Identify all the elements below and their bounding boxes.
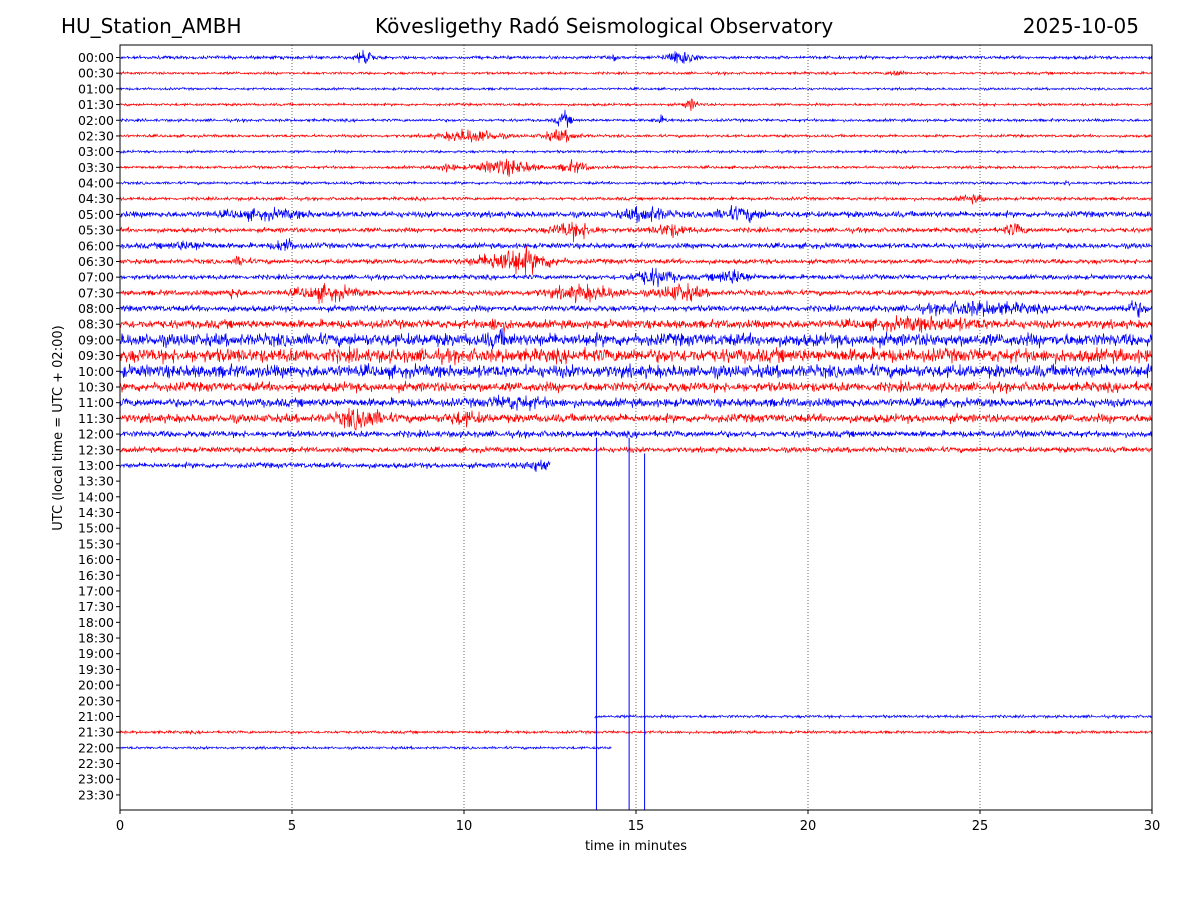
- y-tick-label: 02:30: [78, 128, 114, 143]
- y-tick-label: 08:00: [78, 301, 114, 316]
- trace-row: [119, 380, 1153, 394]
- y-axis-label: UTC (local time = UTC + 02:00): [51, 325, 66, 530]
- y-tick-label: 02:00: [78, 113, 114, 128]
- trace-row: [119, 70, 1153, 77]
- y-tick-label: 19:30: [78, 662, 114, 677]
- trace-row: [119, 205, 1153, 224]
- y-tick-label: 00:30: [78, 66, 114, 81]
- trace-row: [119, 221, 1153, 243]
- x-tick-label: 15: [628, 819, 645, 834]
- grid-layer: [291, 45, 981, 810]
- trace-row: [119, 49, 1153, 64]
- trace-row: [119, 315, 1153, 334]
- y-tick-label: 13:00: [78, 458, 114, 473]
- y-tick-label: 10:30: [78, 379, 114, 394]
- y-tick-label: 21:30: [78, 725, 114, 740]
- x-tick-label: 5: [288, 819, 296, 834]
- y-tick-label: 23:00: [78, 772, 114, 787]
- x-tick-label: 30: [1144, 819, 1161, 834]
- x-tick-label: 25: [972, 819, 989, 834]
- y-tick-label: 09:00: [78, 332, 114, 347]
- y-tick-label: 15:00: [78, 521, 114, 536]
- trace-row: [119, 158, 1153, 177]
- trace-row: [119, 148, 1153, 155]
- trace-row: [119, 109, 1153, 128]
- trace-row: [119, 193, 1153, 205]
- trace-row: [119, 407, 1153, 431]
- y-tick-label: 14:00: [78, 489, 114, 504]
- y-tick-label: 04:30: [78, 191, 114, 206]
- y-tick-label: 18:30: [78, 631, 114, 646]
- y-tick-label: 11:30: [78, 411, 114, 426]
- y-tick-label: 19:00: [78, 646, 114, 661]
- trace-row: [119, 394, 1153, 412]
- y-tick-label: 10:00: [78, 364, 114, 379]
- y-tick-label: 22:00: [78, 740, 114, 755]
- y-tick-label: 12:00: [78, 427, 114, 442]
- y-tick-label: 16:30: [78, 568, 114, 583]
- trace-row: [119, 245, 1153, 276]
- tick-layer: 0 5 10 15 20 25 30 00:0000:3001:0001:3002:0002:…: [78, 50, 1160, 834]
- y-tick-label: 23:30: [78, 787, 114, 802]
- y-tick-label: 17:30: [78, 599, 114, 614]
- trace-row: [119, 459, 551, 473]
- y-tick-label: 03:00: [78, 144, 114, 159]
- trace-row: [119, 128, 1153, 143]
- y-tick-label: 09:30: [78, 348, 114, 363]
- y-tick-label: 16:00: [78, 552, 114, 567]
- y-tick-label: 01:00: [78, 81, 114, 96]
- y-tick-label: 18:00: [78, 615, 114, 630]
- trace-row: [119, 445, 1153, 455]
- y-tick-label: 21:00: [78, 709, 114, 724]
- x-tick-label: 0: [116, 819, 124, 834]
- trace-row: [119, 179, 1153, 187]
- trace-row: [119, 98, 1153, 111]
- trace-row: [119, 282, 1153, 305]
- record-date: 2025-10-05: [1022, 14, 1139, 38]
- y-tick-label: 11:00: [78, 395, 114, 410]
- y-tick-label: 01:30: [78, 97, 114, 112]
- y-tick-label: 04:00: [78, 176, 114, 191]
- y-tick-label: 14:30: [78, 505, 114, 520]
- y-tick-label: 07:30: [78, 285, 114, 300]
- trace-row: [119, 429, 1153, 439]
- y-tick-label: 15:30: [78, 536, 114, 551]
- trace-row: [119, 238, 1153, 252]
- y-tick-label: 00:00: [78, 50, 114, 65]
- trace-row: [119, 327, 1153, 350]
- y-tick-label: 22:30: [78, 756, 114, 771]
- trace-row: [119, 363, 1153, 380]
- y-tick-label: 17:00: [78, 583, 114, 598]
- station-name: HU_Station_AMBH: [61, 14, 242, 38]
- y-tick-label: 13:30: [78, 474, 114, 489]
- y-tick-label: 06:00: [78, 238, 114, 253]
- y-tick-label: 07:00: [78, 270, 114, 285]
- trace-row: [119, 267, 1153, 288]
- x-tick-label: 10: [456, 819, 473, 834]
- trace-layer: [119, 49, 1153, 810]
- trace-row: [119, 745, 612, 751]
- y-tick-label: 12:30: [78, 442, 114, 457]
- trace-row: [119, 300, 1153, 318]
- trace-row: [119, 345, 1153, 366]
- y-tick-label: 20:00: [78, 678, 114, 693]
- trace-row: [119, 86, 1153, 92]
- y-tick-label: 08:30: [78, 317, 114, 332]
- y-tick-label: 06:30: [78, 254, 114, 269]
- y-tick-label: 03:30: [78, 160, 114, 175]
- trace-row: [119, 729, 1153, 736]
- x-tick-label: 20: [800, 819, 817, 834]
- y-tick-label: 05:30: [78, 223, 114, 238]
- x-axis-label: time in minutes: [585, 839, 687, 854]
- y-tick-label: 20:30: [78, 693, 114, 708]
- trace-row: [594, 713, 1152, 720]
- y-tick-label: 05:00: [78, 207, 114, 222]
- observatory-title: Kövesligethy Radó Seismological Observat…: [375, 14, 834, 38]
